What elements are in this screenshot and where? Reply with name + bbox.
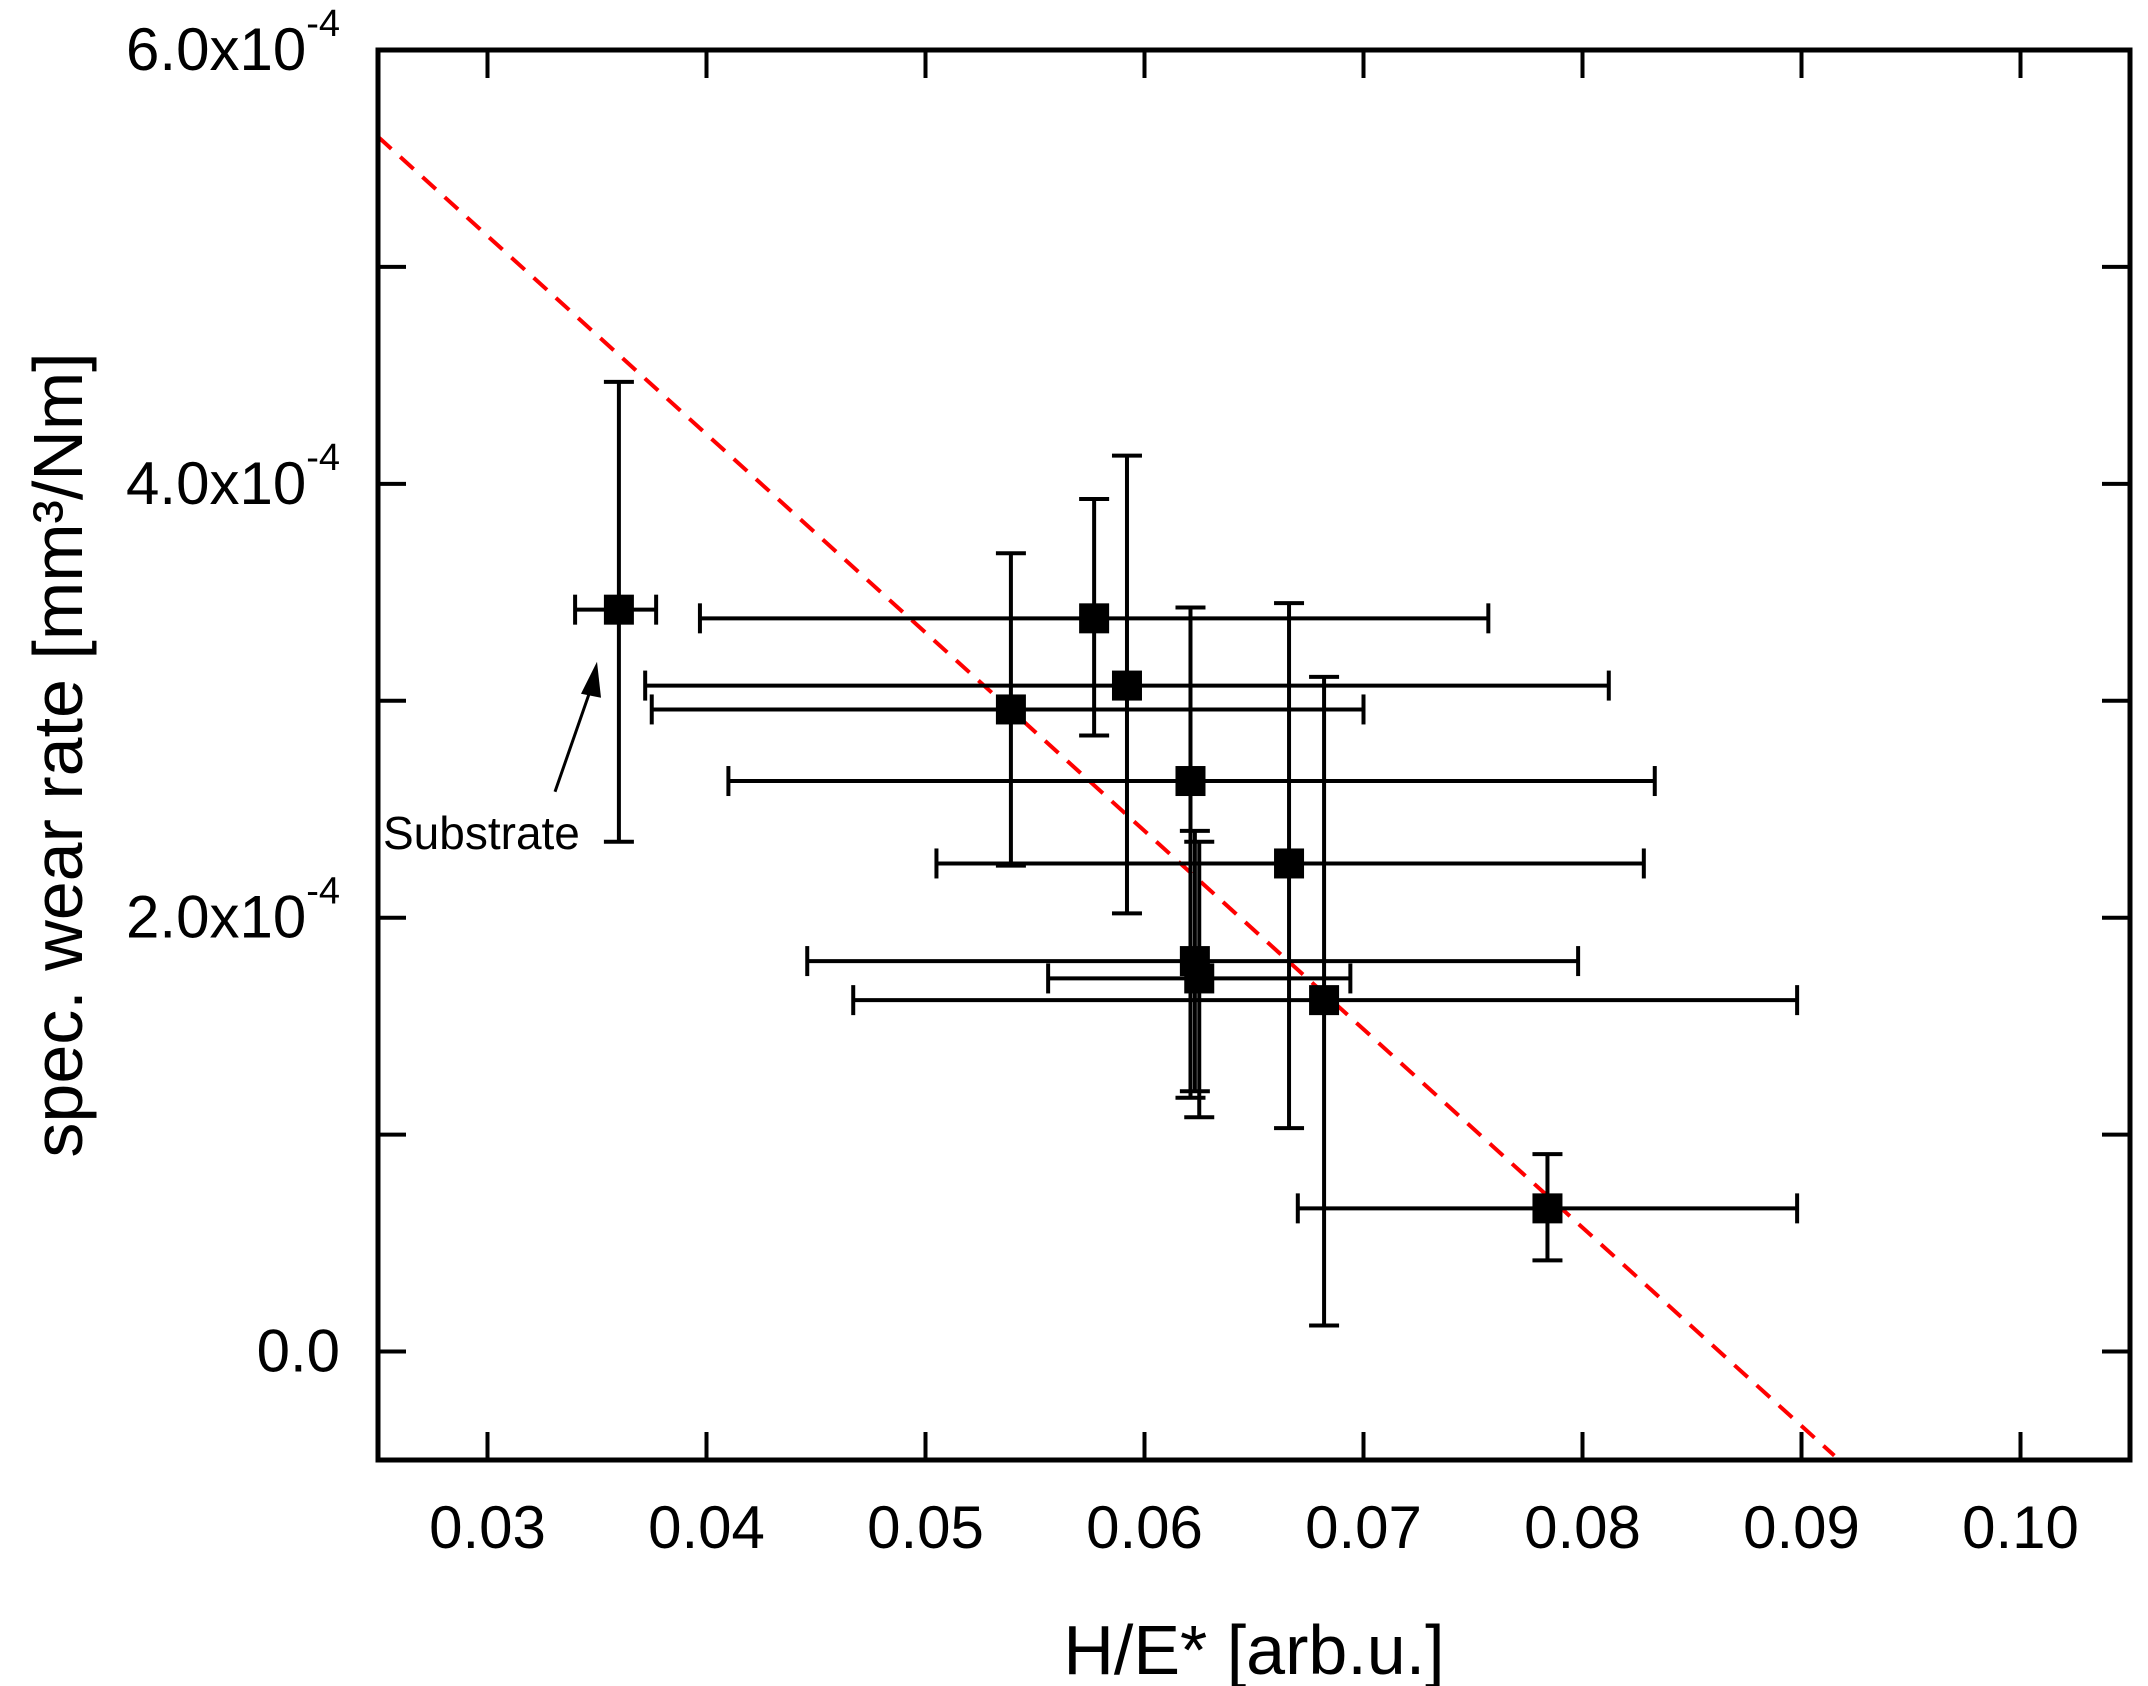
y-tick-label: 6.0x10-4 xyxy=(126,3,340,83)
annotation-arrow-shaft xyxy=(553,679,596,793)
annotations: Substrate xyxy=(383,661,601,859)
data-point xyxy=(603,594,634,625)
error-bars xyxy=(573,379,1800,1328)
x-tick-label: 0.03 xyxy=(429,1494,546,1561)
x-tick-label: 0.10 xyxy=(1962,1494,2079,1561)
data-point xyxy=(1309,985,1340,1016)
x-axis-title: H/E* [arb.u.] xyxy=(1063,1611,1444,1686)
tick-labels: 0.03 0.04 0.05 0.06 0.07 0.08 0.09 0.10 0.0 2.0x1… xyxy=(126,3,2079,1561)
y-tick-label: 0.0 xyxy=(257,1318,340,1385)
fit-line xyxy=(376,135,1836,1458)
y-tick-mantissa: 0.0 xyxy=(257,1318,340,1385)
y-tick-exponent: -4 xyxy=(306,871,340,913)
x-tick-label: 0.05 xyxy=(867,1494,984,1561)
y-axis-title: spec. wear rate [mm³/Nm] xyxy=(19,352,97,1157)
y-tick-label: 4.0x10-4 xyxy=(126,437,340,517)
data-point xyxy=(1532,1193,1563,1224)
y-tick-mantissa: 2.0x10 xyxy=(126,884,306,951)
y-tick-mantissa: 4.0x10 xyxy=(126,450,306,517)
data-point xyxy=(1111,670,1142,701)
data-point xyxy=(1175,766,1206,797)
x-tick-label: 0.09 xyxy=(1743,1494,1860,1561)
fit-line-layer xyxy=(376,135,1836,1458)
y-tick-label: 2.0x10-4 xyxy=(126,871,340,951)
y-tick-exponent: -4 xyxy=(306,437,340,479)
x-tick-label: 0.04 xyxy=(648,1494,765,1561)
axis-ticks xyxy=(378,48,2130,1460)
y-tick-mantissa: 6.0x10 xyxy=(126,16,306,83)
data-point xyxy=(1079,603,1110,634)
data-point xyxy=(1274,848,1305,879)
x-tick-label: 0.06 xyxy=(1086,1494,1203,1561)
data-point xyxy=(1184,963,1215,994)
y-tick-exponent: -4 xyxy=(306,3,340,45)
plot-frame xyxy=(375,47,2133,1463)
data-markers xyxy=(603,594,1563,1224)
x-tick-label: 0.08 xyxy=(1524,1494,1641,1561)
annotation-label: Substrate xyxy=(383,807,580,859)
data-point xyxy=(995,694,1026,725)
x-tick-label: 0.07 xyxy=(1305,1494,1422,1561)
annotation-arrowhead xyxy=(581,661,601,698)
